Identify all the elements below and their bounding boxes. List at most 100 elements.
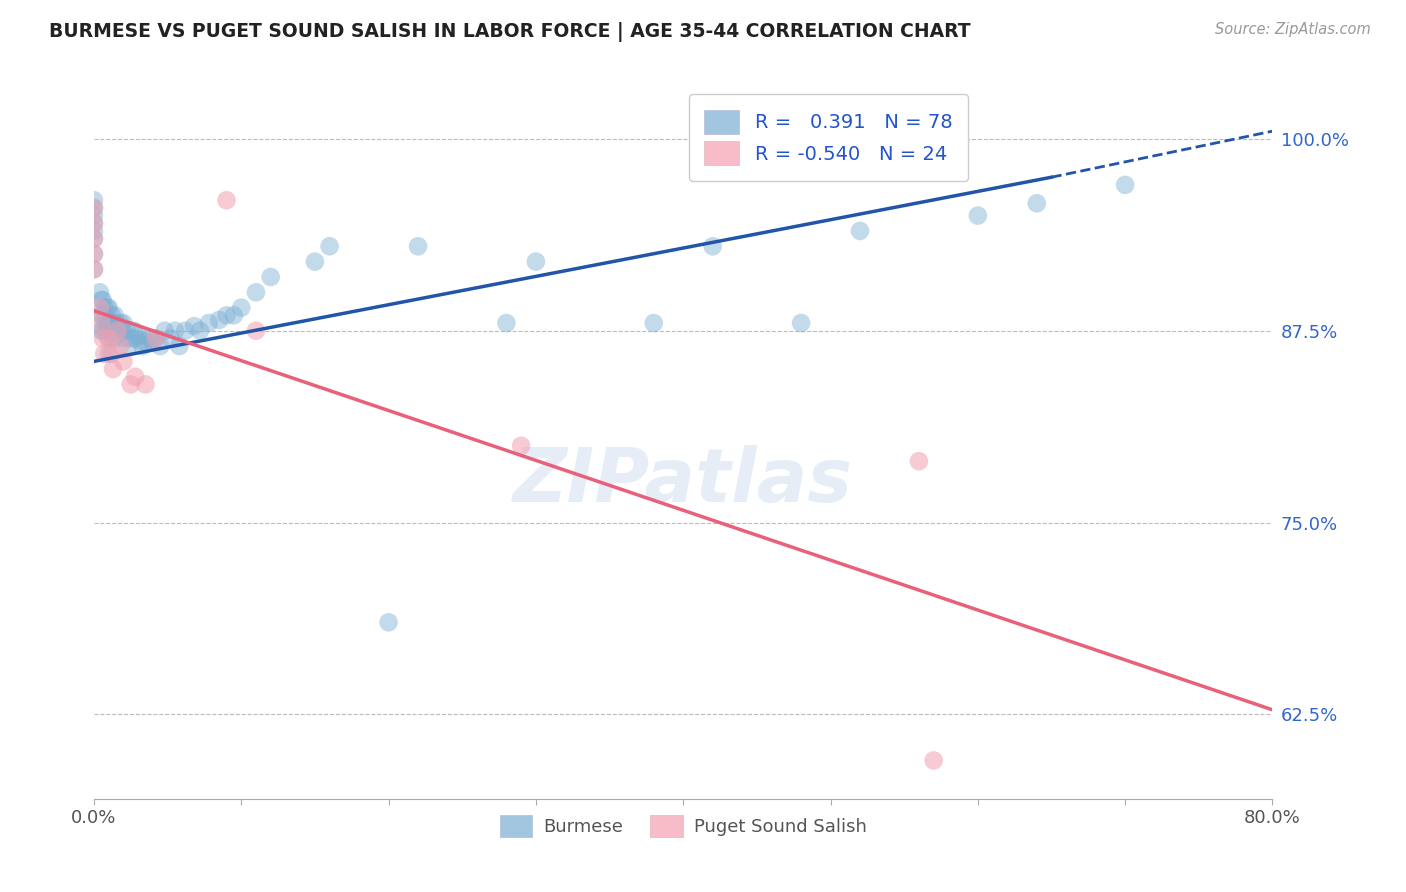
Point (120, 331, 142, 345)
Point (83, 201, 105, 215)
Point (97, 301, 120, 315)
Point (142, 334, 165, 349)
Point (83, 224, 105, 238)
Point (83, 209, 105, 223)
Point (100, 309, 122, 323)
Point (105, 316, 128, 330)
Point (1114, 178, 1136, 192)
Point (524, 254, 547, 268)
Point (139, 331, 162, 345)
Point (107, 324, 129, 338)
Point (183, 319, 205, 334)
Point (103, 309, 125, 323)
Point (83, 247, 105, 261)
Point (110, 339, 132, 353)
Point (966, 209, 988, 223)
Point (318, 239, 340, 253)
Point (105, 331, 128, 345)
Point (495, 316, 517, 330)
Point (91, 324, 114, 338)
Point (215, 193, 238, 207)
Point (208, 313, 231, 327)
Point (94, 309, 117, 323)
Point (90, 309, 112, 323)
Point (510, 439, 533, 453)
Point (112, 316, 135, 330)
Point (908, 454, 931, 468)
Point (93, 301, 115, 315)
Point (91, 309, 114, 323)
Point (101, 316, 124, 330)
Point (163, 324, 186, 338)
Point (145, 331, 167, 345)
Point (97, 316, 120, 330)
Point (120, 377, 142, 392)
Point (97, 331, 120, 345)
Point (96, 301, 118, 315)
Point (89, 301, 111, 315)
Point (377, 615, 399, 630)
Point (174, 324, 197, 338)
Point (260, 270, 283, 285)
Point (94, 324, 117, 338)
Point (215, 309, 238, 323)
Point (245, 285, 267, 300)
Point (198, 316, 221, 330)
Point (83, 247, 105, 261)
Point (134, 334, 156, 349)
Point (131, 339, 153, 353)
Text: Source: ZipAtlas.com: Source: ZipAtlas.com (1215, 22, 1371, 37)
Point (111, 324, 134, 338)
Point (231, 301, 253, 315)
Point (97, 347, 120, 361)
Point (790, 316, 813, 330)
Point (115, 324, 138, 338)
Point (1025, 196, 1047, 211)
Point (90, 293, 112, 307)
Point (169, 339, 191, 353)
Point (124, 369, 146, 384)
Point (127, 328, 149, 343)
Point (83, 262, 105, 277)
Point (83, 262, 105, 277)
Point (922, 754, 945, 768)
Point (93, 347, 115, 361)
Point (129, 334, 152, 349)
Legend: Burmese, Puget Sound Salish: Burmese, Puget Sound Salish (492, 807, 873, 844)
Text: BURMESE VS PUGET SOUND SALISH IN LABOR FORCE | AGE 35-44 CORRELATION CHART: BURMESE VS PUGET SOUND SALISH IN LABOR F… (49, 22, 970, 42)
Point (406, 239, 429, 253)
Point (91, 331, 114, 345)
Point (101, 362, 124, 376)
Point (83, 193, 105, 207)
Point (97, 331, 120, 345)
Point (110, 316, 132, 330)
Text: ZIPatlas: ZIPatlas (513, 445, 853, 518)
Point (101, 331, 124, 345)
Point (122, 324, 145, 338)
Point (134, 377, 156, 392)
Point (91, 293, 114, 307)
Point (83, 216, 105, 230)
Point (107, 324, 129, 338)
Point (93, 316, 115, 330)
Point (643, 316, 665, 330)
Point (245, 324, 267, 338)
Point (159, 331, 181, 345)
Point (149, 339, 172, 353)
Point (83, 231, 105, 245)
Point (849, 224, 872, 238)
Point (222, 309, 245, 323)
Point (114, 331, 136, 345)
Point (83, 216, 105, 230)
Point (96, 316, 118, 330)
Point (90, 316, 112, 330)
Point (153, 324, 176, 338)
Point (702, 239, 724, 253)
Point (304, 254, 326, 268)
Point (145, 331, 167, 345)
Point (100, 347, 122, 361)
Point (83, 201, 105, 215)
Point (112, 354, 135, 368)
Point (117, 339, 139, 353)
Point (124, 331, 146, 345)
